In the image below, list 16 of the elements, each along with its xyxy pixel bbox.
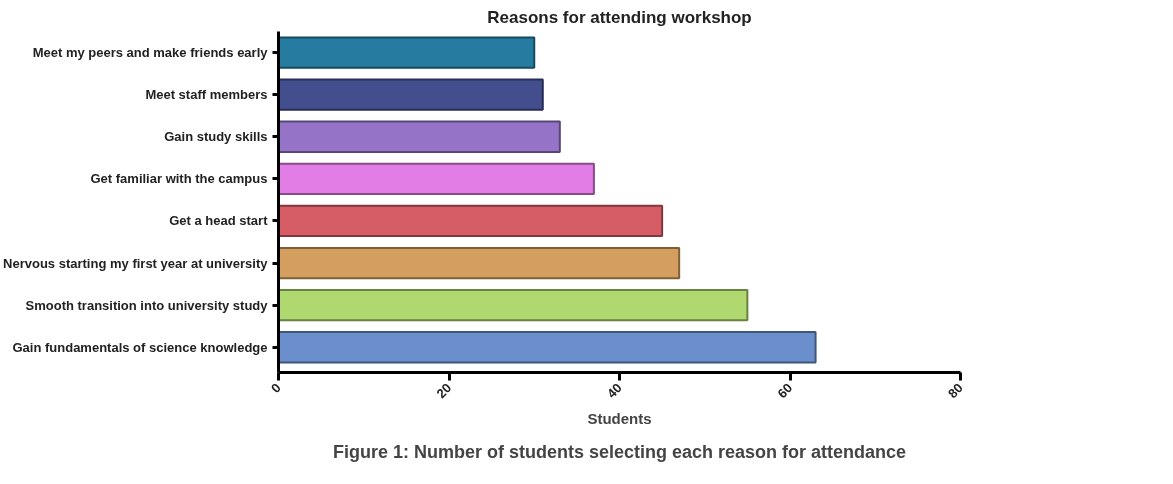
y-tick-label: Meet my peers and make friends early <box>32 45 269 61</box>
x-tick-label: 80 <box>944 380 966 402</box>
y-tick-label: Smooth transition into university study <box>25 297 269 313</box>
caption: Figure 1: Number of students selecting each reason for attendance <box>332 441 907 462</box>
y-tick-label: Get a head start <box>169 213 269 229</box>
x-tick-label: 60 <box>774 380 796 402</box>
chart-title: Reasons for attending workshop <box>487 7 752 27</box>
y-tick-label: Gain fundamentals of science knowledge <box>12 339 268 355</box>
x-tick-label: 0 <box>268 380 284 396</box>
y-tick-label: Gain study skills <box>164 129 268 145</box>
y-tick-label: Nervous starting my first year at university <box>3 255 269 271</box>
x-tick-label: 20 <box>433 380 455 402</box>
y-tick-label: Meet staff members <box>145 87 268 103</box>
x-tick-label: 40 <box>603 380 625 402</box>
y-tick-label: Get familiar with the campus <box>90 171 268 187</box>
x-axis-title: Students <box>587 410 652 428</box>
